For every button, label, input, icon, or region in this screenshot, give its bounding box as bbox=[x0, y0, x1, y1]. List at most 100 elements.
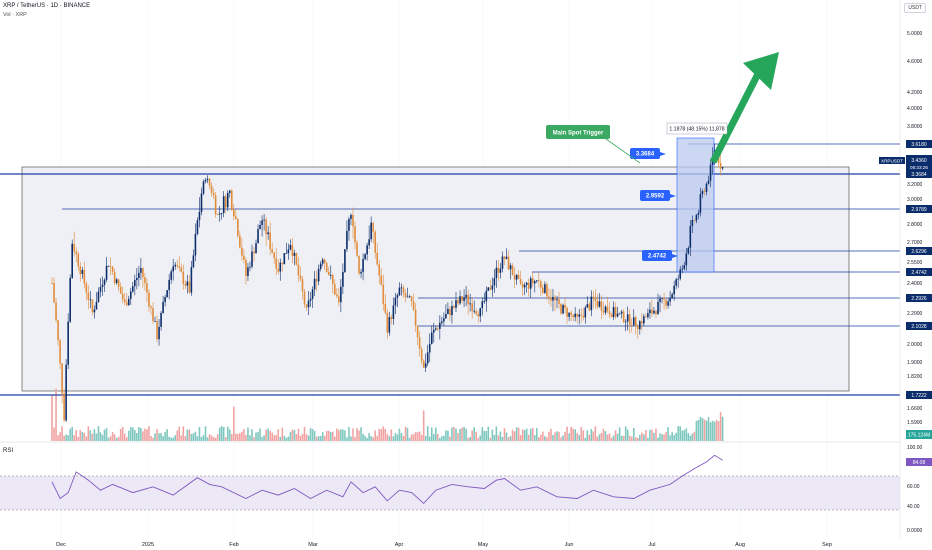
volume-bar bbox=[144, 428, 146, 441]
candle-body bbox=[689, 225, 692, 248]
candle-body bbox=[125, 302, 128, 306]
candle-body bbox=[338, 296, 340, 303]
candle-body bbox=[138, 272, 140, 278]
volume-bar bbox=[265, 429, 267, 441]
candle-body bbox=[475, 310, 477, 315]
candle-body bbox=[471, 303, 473, 312]
candle-body bbox=[435, 328, 437, 330]
candle-body bbox=[362, 259, 364, 272]
volume-bar bbox=[340, 429, 342, 441]
candle-body bbox=[342, 271, 344, 287]
volume-bar bbox=[661, 434, 663, 441]
candle-body bbox=[317, 268, 320, 282]
candle-body bbox=[287, 249, 290, 254]
candle-body bbox=[101, 284, 104, 287]
candle-body bbox=[463, 297, 465, 301]
candle-body bbox=[81, 270, 84, 275]
volume-bar bbox=[138, 427, 140, 441]
volume-bar bbox=[513, 431, 516, 441]
volume-bar bbox=[689, 435, 692, 441]
volume-bar bbox=[493, 434, 496, 441]
y-tick-label: 4.2000 bbox=[907, 90, 923, 96]
candle-body bbox=[275, 258, 278, 269]
candle-body bbox=[479, 308, 482, 317]
volume-bar bbox=[632, 427, 635, 441]
volume-bar bbox=[578, 435, 581, 441]
candle-body bbox=[616, 313, 619, 317]
candle-body bbox=[414, 309, 417, 326]
level-tag bbox=[906, 205, 932, 213]
volume-bar bbox=[390, 429, 393, 441]
currency-button[interactable]: USDT bbox=[904, 3, 926, 13]
volume-bar bbox=[297, 428, 300, 441]
candle-body bbox=[406, 296, 409, 298]
volume-bar bbox=[97, 426, 100, 441]
candle-body bbox=[683, 265, 686, 269]
volume-bar bbox=[487, 426, 490, 441]
volume-bar bbox=[525, 428, 528, 441]
volume-bar bbox=[481, 427, 484, 441]
candle-body bbox=[408, 296, 411, 298]
candle-body bbox=[200, 193, 203, 212]
candle-body bbox=[499, 268, 502, 273]
candle-body bbox=[546, 284, 548, 297]
candle-body bbox=[261, 220, 263, 226]
candle-body bbox=[465, 294, 467, 298]
y-tick-label: 1.5900 bbox=[907, 420, 923, 426]
candle-body bbox=[69, 277, 71, 322]
candle-body bbox=[309, 298, 312, 301]
volume-bar bbox=[588, 434, 591, 441]
candle-body bbox=[73, 243, 76, 252]
candle-body bbox=[673, 285, 675, 295]
candle-body bbox=[291, 244, 294, 256]
volume-bar bbox=[113, 434, 116, 441]
volume-bar bbox=[152, 437, 154, 441]
candle-body bbox=[140, 268, 142, 273]
candle-body bbox=[574, 313, 576, 318]
candle-body bbox=[214, 195, 217, 215]
candle-body bbox=[580, 314, 583, 316]
volume-bar bbox=[426, 426, 429, 441]
volume-bar bbox=[414, 432, 417, 441]
volume-bar bbox=[531, 428, 534, 441]
volume-bar bbox=[538, 437, 540, 441]
volume-bar bbox=[590, 429, 593, 441]
volume-bar bbox=[657, 437, 659, 441]
svg-text:175.124M: 175.124M bbox=[908, 433, 930, 439]
volume-bar bbox=[598, 434, 601, 441]
volume-bar bbox=[295, 434, 298, 441]
volume-bar bbox=[285, 437, 288, 441]
volume-bar bbox=[558, 431, 560, 441]
volume-bar bbox=[556, 431, 558, 441]
volume-bar bbox=[483, 430, 486, 441]
candle-body bbox=[531, 278, 534, 284]
candle-body bbox=[93, 309, 96, 313]
measure-label: 1.1878 (48.15%) 11,878 bbox=[666, 122, 728, 135]
volume-bar bbox=[287, 436, 290, 441]
candle-body bbox=[129, 291, 132, 299]
level-tag-label: 1.7222 bbox=[911, 393, 927, 399]
volume-bar bbox=[134, 429, 136, 441]
volume-bar bbox=[212, 436, 215, 441]
volume-bar bbox=[677, 426, 679, 441]
candle-body bbox=[237, 219, 239, 236]
candle-body bbox=[556, 299, 558, 301]
candles bbox=[51, 143, 724, 422]
candle-body bbox=[624, 321, 627, 323]
volume-bar bbox=[600, 432, 603, 441]
volume-bar bbox=[158, 433, 160, 441]
volume-bar bbox=[178, 426, 181, 441]
candle-body bbox=[146, 282, 148, 293]
volume-bar bbox=[305, 434, 308, 441]
volume-bar bbox=[358, 430, 360, 441]
candle-body bbox=[612, 307, 615, 318]
volume-bar bbox=[568, 433, 570, 441]
candle-body bbox=[368, 239, 370, 246]
volume-bar bbox=[562, 435, 564, 441]
x-tick-label: Apr bbox=[395, 542, 404, 548]
volume-bar bbox=[463, 426, 465, 441]
candle-body bbox=[661, 297, 663, 299]
candle-body bbox=[119, 286, 122, 294]
volume-bar bbox=[184, 436, 187, 441]
